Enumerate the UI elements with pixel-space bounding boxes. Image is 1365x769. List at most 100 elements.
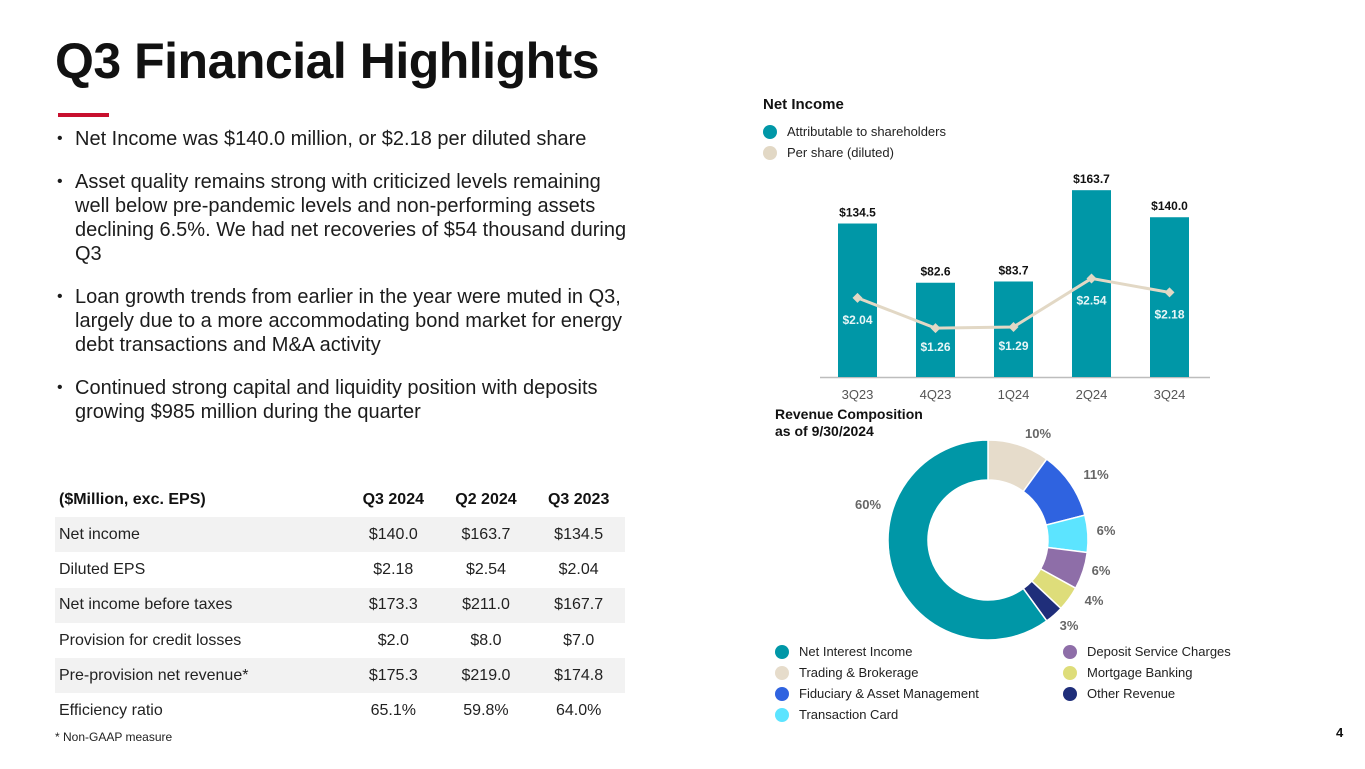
legend-label: Deposit Service Charges (1087, 644, 1231, 659)
donut-legend-item: Transaction Card (775, 704, 979, 725)
table-cell: $163.7 (439, 517, 533, 553)
legend-label: Net Interest Income (799, 644, 913, 659)
legend-swatch (775, 665, 789, 680)
table-row: Net income $140.0 $163.7 $134.5 (55, 517, 625, 553)
table-header: Q3 2023 (547, 490, 610, 508)
eps-value-label: $2.54 (1076, 293, 1106, 307)
highlights-list: • Net Income was $140.0 million, or $2.18… (57, 127, 629, 443)
table-cell: $167.7 (532, 587, 625, 623)
legend-label: Trading & Brokerage (799, 665, 919, 680)
eps-value-label: $1.26 (920, 340, 950, 354)
title-underline (58, 113, 109, 117)
table-header: Q2 2024 (455, 490, 517, 508)
bullet-item: • Net Income was $140.0 million, or $2.18… (57, 128, 587, 150)
donut-legend-item: Trading & Brokerage (775, 662, 979, 683)
legend-swatch (763, 145, 777, 160)
x-tick-label: 2Q24 (1076, 387, 1108, 402)
bar-value-label: $82.6 (920, 265, 950, 279)
table-cell: Diluted EPS (59, 560, 146, 578)
legend-item-shareholders: Attributable to shareholders (763, 124, 946, 139)
legend-label: Fiduciary & Asset Management (799, 686, 979, 701)
donut-legend-item: Net Interest Income (775, 641, 979, 662)
legend-swatch (763, 124, 777, 139)
page-number: 4 (1336, 725, 1344, 740)
table-cell: $7.0 (563, 631, 595, 649)
table-cell: $8.0 (470, 631, 502, 649)
legend-swatch (1063, 644, 1077, 659)
bullet-item: • Asset quality remains strong with criti… (57, 171, 627, 265)
page-title: Q3 Financial Highlights (55, 33, 600, 89)
table-cell: Net income before taxes (55, 587, 347, 623)
legend-label: Transaction Card (799, 707, 899, 722)
donut-value-label: 10% (1025, 426, 1051, 441)
legend-swatch (775, 686, 789, 701)
legend-swatch (1063, 665, 1077, 680)
eps-marker (1086, 273, 1097, 284)
x-tick-label: 3Q23 (842, 387, 874, 402)
bullet-item: • Loan growth trends from earlier in the … (57, 286, 622, 356)
eps-value-label: $2.18 (1154, 307, 1184, 321)
bar-value-label: $163.7 (1073, 172, 1110, 186)
table-header-row: ($Million, exc. EPS) Q3 2024 Q2 2024 Q3 … (55, 482, 625, 517)
table-cell: $174.8 (532, 658, 625, 694)
donut-legend-right: Deposit Service Charges Mortgage Banking O… (1063, 641, 1231, 704)
legend-label: Other Revenue (1087, 686, 1176, 701)
table-header: ($Million, exc. EPS) (59, 490, 206, 508)
table-cell: $2.0 (377, 631, 409, 649)
table-cell: 65.1% (370, 702, 416, 720)
donut-value-label: 3% (1060, 618, 1079, 633)
table-row: Efficiency ratio 65.1% 59.8% 64.0% (55, 693, 625, 728)
legend-item-per-share: Per share (diluted) (763, 145, 894, 160)
eps-marker (852, 292, 863, 303)
donut-slice (887, 439, 1048, 641)
x-tick-label: 3Q24 (1154, 387, 1186, 402)
footnote: * Non-GAAP measure (55, 730, 173, 744)
legend-swatch (1063, 686, 1077, 701)
donut-legend-item: Deposit Service Charges (1063, 641, 1231, 662)
table-cell: $219.0 (439, 658, 533, 694)
donut-legend-item: Mortgage Banking (1063, 662, 1231, 683)
net-income-chart-title: Net Income (763, 96, 844, 113)
table-cell: Net income (55, 517, 347, 553)
bullet-item: • Continued strong capital and liquidity … (57, 377, 598, 423)
donut-value-label: 6% (1097, 523, 1116, 538)
table-header: Q3 2024 (362, 490, 424, 508)
eps-value-label: $1.29 (998, 339, 1028, 353)
table-cell: $2.54 (465, 560, 506, 578)
table-cell: 64.0% (555, 702, 602, 720)
donut-legend-item: Fiduciary & Asset Management (775, 683, 979, 704)
table-row: Net income before taxes $173.3 $211.0 $1… (55, 587, 625, 623)
table-cell: Pre-provision net revenue* (55, 658, 347, 694)
table-cell: $134.5 (532, 517, 625, 553)
donut-legend-item: Other Revenue (1063, 683, 1231, 704)
bar-value-label: $140.0 (1151, 199, 1188, 213)
eps-marker (1008, 321, 1019, 332)
legend-swatch (775, 644, 789, 659)
x-tick-label: 1Q24 (998, 387, 1030, 402)
financial-summary-table: ($Million, exc. EPS) Q3 2024 Q2 2024 Q3 … (55, 482, 625, 729)
donut-value-label: 60% (855, 497, 881, 512)
eps-value-label: $2.04 (842, 313, 872, 327)
table-cell: $173.3 (346, 587, 440, 623)
legend-swatch (775, 707, 789, 722)
table-row: Pre-provision net revenue* $175.3 $219.0… (55, 658, 625, 694)
table-row: Provision for credit losses $2.0 $8.0 $7… (55, 623, 625, 658)
bar-value-label: $83.7 (998, 263, 1028, 277)
table-cell: $175.3 (346, 658, 440, 694)
eps-marker (930, 323, 941, 334)
donut-value-label: 4% (1085, 593, 1104, 608)
table-cell: 59.8% (463, 702, 509, 720)
eps-marker (1164, 287, 1175, 298)
legend-label: Mortgage Banking (1087, 665, 1193, 680)
table-cell: Provision for credit losses (59, 631, 242, 649)
bar-value-label: $134.5 (839, 206, 876, 220)
table-cell: $211.0 (439, 587, 533, 623)
table-cell: $2.04 (558, 560, 599, 578)
donut-value-label: 6% (1092, 563, 1111, 578)
x-tick-label: 4Q23 (920, 387, 952, 402)
table-cell: Efficiency ratio (59, 702, 163, 720)
table-cell: $2.18 (373, 560, 414, 578)
table-cell: $140.0 (346, 517, 440, 553)
bar-net-income (1072, 190, 1111, 377)
